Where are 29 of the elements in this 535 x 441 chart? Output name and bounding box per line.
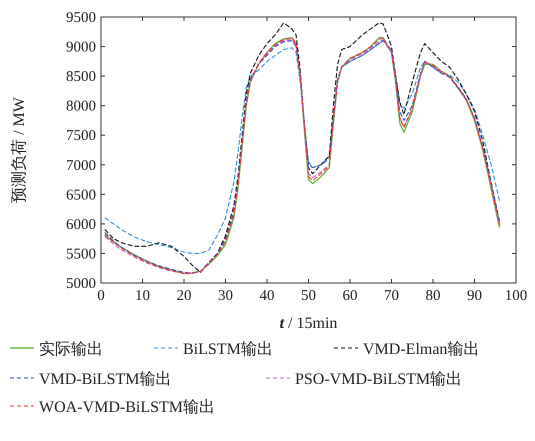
y-tick-label: 7500 xyxy=(66,128,96,144)
y-tick-label: 8000 xyxy=(66,98,96,115)
legend-label: PSO-VMD-BiLSTM输出 xyxy=(295,370,462,388)
x-tick-label: 80 xyxy=(426,288,440,304)
x-tick-label: 60 xyxy=(342,288,358,304)
x-tick-label: 50 xyxy=(301,288,316,304)
y-tick-label: 5500 xyxy=(66,246,96,262)
legend-label: WOA-VMD-BiLSTM输出 xyxy=(39,398,215,416)
x-tick-label: 40 xyxy=(260,288,274,304)
y-axis-title: 预测负荷 / MW xyxy=(10,96,28,203)
y-tick-label: 7000 xyxy=(66,158,96,174)
y-tick-label: 6000 xyxy=(66,216,96,233)
x-tick-label: 100 xyxy=(504,288,528,304)
y-tick-label: 9500 xyxy=(66,10,96,26)
x-tick-label: 30 xyxy=(218,288,233,304)
y-tick-label: 6500 xyxy=(66,187,96,204)
legend-label: VMD-BiLSTM输出 xyxy=(39,370,172,388)
legend-label: 实际输出 xyxy=(39,340,103,358)
x-axis-title: t / 15min xyxy=(280,315,338,332)
x-tick-label: 0 xyxy=(97,288,105,304)
legend-label: BiLSTM输出 xyxy=(183,340,273,358)
y-tick-label: 9000 xyxy=(66,40,96,56)
legend-label: VMD-Elman输出 xyxy=(363,340,480,358)
x-tick-label: 70 xyxy=(384,288,399,304)
y-tick-label: 8500 xyxy=(66,69,96,86)
y-tick-label: 5000 xyxy=(66,276,96,292)
x-tick-label: 10 xyxy=(135,288,150,304)
x-tick-label: 20 xyxy=(176,288,192,304)
x-tick-label: 90 xyxy=(467,288,482,304)
